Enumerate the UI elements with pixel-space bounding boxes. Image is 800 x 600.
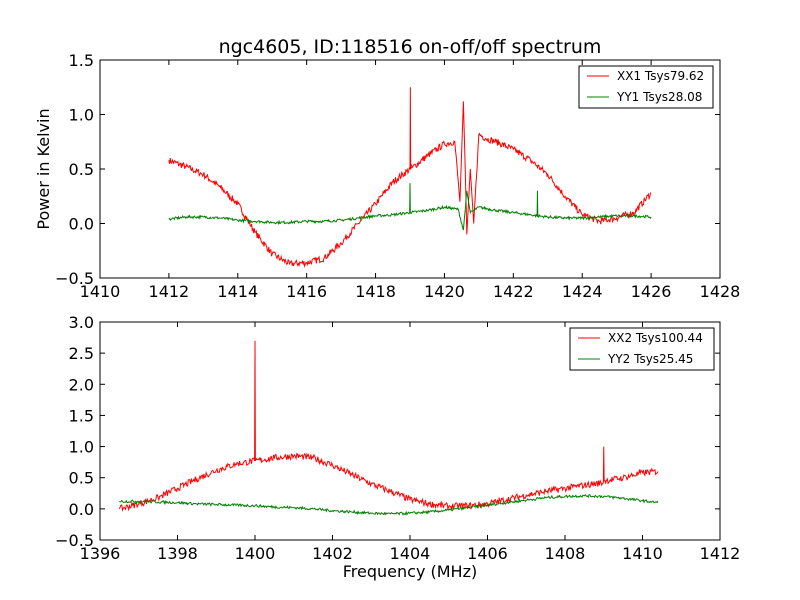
x-tick-label: 1428 (700, 282, 741, 301)
y-tick-label: 0.0 (69, 215, 94, 234)
top-chart: ngc4605, ID:118516 on-off/off spectrum 1… (34, 36, 740, 301)
x-tick-label: 1402 (312, 544, 353, 563)
y-tick-label: 0.5 (69, 160, 94, 179)
x-tick-label: 1422 (493, 282, 534, 301)
top-chart-title: ngc4605, ID:118516 on-off/off spectrum (219, 36, 602, 58)
bottom-chart-xlabel: Frequency (MHz) (343, 562, 477, 581)
bottom-chart-series (118, 340, 659, 516)
legend-label: XX2 Tsys100.44 (608, 331, 703, 345)
bottom-chart-ticks: 1396 1398 1400 1402 1404 1406 1408 1410 1412 −0.5… (55, 313, 740, 563)
x-tick-label: 1424 (562, 282, 603, 301)
top-chart-ticks: 1410 1412 1414 1416 1418 1420 1422 1424 1426 1428… (55, 51, 740, 301)
legend-box (569, 327, 715, 371)
bottom-chart-legend: XX2 Tsys100.44 YY2 Tsys25.45 (569, 327, 715, 371)
y-tick-label: −0.5 (55, 531, 94, 550)
x-tick-label: 1426 (631, 282, 672, 301)
bottom-chart-series-xx-line (118, 340, 659, 512)
x-tick-label: 1410 (80, 282, 121, 301)
top-chart-series (168, 87, 652, 268)
y-tick-label: −0.5 (55, 269, 94, 288)
y-tick-label: 0.0 (69, 500, 94, 519)
legend-label: XX1 Tsys79.62 (617, 69, 704, 83)
y-tick-label: 2.5 (69, 344, 94, 363)
top-chart-series-yy-line (168, 183, 652, 231)
x-tick-label: 1408 (545, 544, 586, 563)
x-tick-label: 1412 (149, 282, 190, 301)
x-tick-label: 1396 (80, 544, 121, 563)
x-tick-label: 1404 (390, 544, 431, 563)
y-tick-label: 1.0 (69, 106, 94, 125)
y-tick-label: 2.0 (69, 375, 94, 394)
x-tick-label: 1412 (700, 544, 741, 563)
x-tick-label: 1400 (235, 544, 276, 563)
y-tick-label: 1.0 (69, 438, 94, 457)
y-tick-label: 1.5 (69, 51, 94, 70)
x-tick-label: 1398 (157, 544, 198, 563)
x-tick-label: 1418 (355, 282, 396, 301)
x-tick-label: 1410 (622, 544, 663, 563)
top-chart-ylabel: Power in Kelvin (34, 108, 53, 229)
top-chart-legend: XX1 Tsys79.62 YY1 Tsys28.08 (578, 65, 714, 109)
y-tick-label: 0.5 (69, 469, 94, 488)
x-tick-label: 1414 (217, 282, 258, 301)
bottom-chart-series-yy-line (119, 493, 659, 516)
bottom-chart: 1396 1398 1400 1402 1404 1406 1408 1410 1412 −0.5… (55, 313, 740, 581)
legend-label: YY1 Tsys28.08 (616, 90, 702, 104)
legend-label: YY2 Tsys25.45 (607, 352, 693, 366)
x-tick-label: 1406 (467, 544, 508, 563)
y-tick-label: 3.0 (69, 313, 94, 332)
y-tick-label: 1.5 (69, 406, 94, 425)
legend-box (578, 65, 714, 109)
x-tick-label: 1416 (286, 282, 327, 301)
x-tick-label: 1420 (424, 282, 465, 301)
